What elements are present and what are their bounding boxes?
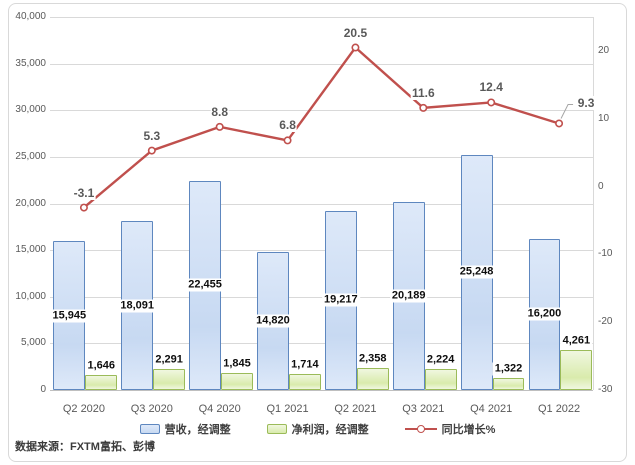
right-axis-tick: -20 [598, 316, 613, 328]
revenue-bar-label: 25,248 [457, 265, 496, 279]
left-axis-tick: 20,000 [15, 197, 46, 209]
gridline [50, 63, 593, 65]
profit-bar [288, 374, 321, 390]
gridline [50, 156, 593, 158]
x-axis-label: Q4 2021 [470, 403, 513, 415]
revenue-bar-label: 20,189 [389, 289, 428, 303]
growth-line-label: 5.3 [142, 128, 162, 143]
gridline [50, 110, 593, 112]
profit-bar-label: 2,291 [153, 353, 185, 367]
x-axis-label: Q3 2020 [130, 403, 173, 415]
revenue-bar-label: 19,217 [322, 293, 360, 307]
left-axis-tick: 0 [40, 384, 46, 395]
legend-swatch-profit [266, 424, 287, 434]
profit-bar-label: 1,714 [289, 358, 321, 372]
x-axis-label: Q3 2021 [402, 403, 445, 415]
profit-bar-label: 1,845 [221, 357, 253, 371]
legend-item: 同比增长% [404, 421, 496, 437]
growth-line-label: -3.1 [72, 185, 96, 200]
x-axis-label: Q2 2021 [334, 403, 377, 415]
profit-bar-label: 2,224 [424, 353, 457, 367]
legend-marker-growth [404, 424, 437, 434]
growth-line-label: 11.6 [410, 85, 436, 100]
right-axis-line [593, 17, 594, 390]
left-axis-tick: 25,000 [15, 150, 46, 162]
growth-line-label: 8.8 [210, 104, 230, 119]
right-axis-tick: 10 [598, 112, 610, 124]
left-axis-tick: 5,000 [20, 337, 46, 349]
gridline [50, 250, 593, 252]
right-axis-tick: 0 [598, 180, 604, 192]
revenue-bar-label: 16,200 [525, 307, 564, 321]
revenue-bar-label: 14,820 [254, 314, 292, 328]
legend-label: 净利润，经调整 [291, 424, 369, 436]
right-axis-tick: 20 [598, 44, 610, 56]
left-axis-tick: 30,000 [15, 104, 46, 116]
profit-bar [560, 350, 593, 390]
legend-swatch-revenue [139, 424, 160, 434]
right-axis-tick: -30 [598, 384, 613, 395]
legend-label: 营收，经调整 [164, 424, 231, 436]
profit-bar-label: 1,646 [85, 359, 117, 373]
growth-line-label: 6.8 [278, 118, 297, 133]
left-axis-tick: 15,000 [15, 244, 46, 256]
x-axis-label: Q1 2022 [537, 403, 581, 415]
gridline [50, 203, 593, 205]
growth-line-label: 20.5 [342, 25, 369, 40]
right-axis-tick: -10 [598, 248, 613, 260]
revenue-bar-label: 18,091 [118, 299, 157, 313]
profit-bar [424, 369, 457, 390]
left-axis-tick: 40,000 [15, 11, 46, 22]
profit-bar-label: 1,322 [492, 362, 525, 376]
x-axis-line [50, 390, 593, 391]
gridline [50, 296, 593, 298]
gridline [50, 17, 593, 18]
chart-frame [8, 3, 627, 462]
legend: 营收，经调整 净利润，经调整 同比增长% [0, 421, 635, 437]
legend-label: 同比增长% [441, 424, 496, 436]
legend-item: 营收，经调整 [139, 421, 231, 437]
profit-bar [356, 368, 389, 390]
revenue-bar-label: 22,455 [186, 278, 224, 292]
left-axis-tick: 35,000 [15, 57, 46, 69]
revenue-bar-label: 15,945 [50, 309, 89, 323]
x-axis-label: Q2 2020 [62, 403, 106, 415]
growth-line-label: 9.3 [576, 96, 596, 111]
profit-bar [85, 374, 118, 390]
profit-bar [221, 372, 253, 390]
x-axis-label: Q4 2020 [198, 403, 241, 415]
profit-bar-label: 2,358 [356, 352, 389, 366]
profit-bar [153, 368, 186, 390]
legend-item: 净利润，经调整 [266, 421, 369, 437]
left-axis-tick: 10,000 [15, 290, 46, 302]
growth-line-label: 12.4 [478, 80, 504, 95]
profit-bar [492, 377, 525, 390]
profit-bar-label: 4,261 [560, 334, 593, 348]
gridline [50, 343, 593, 345]
x-axis-label: Q1 2021 [266, 403, 309, 415]
source-note: 数据来源：FXTM富拓、彭博 [15, 441, 155, 453]
legend-line-marker [416, 425, 425, 433]
